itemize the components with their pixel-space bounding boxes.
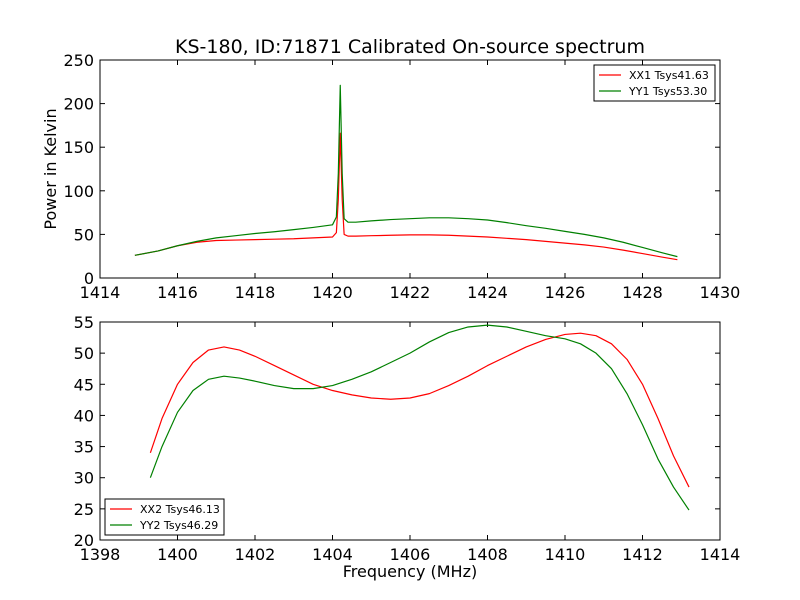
y-tick-label: 50 [74, 225, 94, 244]
series-line-2 [134, 84, 678, 258]
y-tick-label: 250 [63, 51, 94, 70]
x-tick-label: 1414 [700, 545, 741, 564]
y-tick-label: 45 [74, 375, 94, 394]
x-tick-label: 1430 [700, 283, 741, 302]
y-tick-label: 50 [74, 344, 94, 363]
x-tick-label: 1420 [312, 283, 353, 302]
legend-entry-label: YY2 Tsys46.29 [139, 519, 218, 532]
y-tick-label: 100 [63, 182, 94, 201]
y-axis-label: Power in Kelvin [41, 108, 60, 229]
x-tick-label: 1422 [390, 283, 431, 302]
bottom-panel: 1398 1400 1402 1404 1406 1408 1410 1412 1414 20 25… [74, 313, 741, 581]
x-tick-label: 1400 [157, 545, 198, 564]
legend-box [593, 64, 716, 102]
x-tick-label: 1404 [312, 545, 353, 564]
x-tick-label: 1412 [622, 545, 663, 564]
legend-entry-label: XX1 Tsys41.63 [629, 69, 709, 82]
y-tick-label: 20 [74, 531, 94, 550]
x-tick-label: 1426 [545, 283, 586, 302]
top-panel: 1414 1416 1418 1420 1422 1424 1426 1428 1430 0 50 1… [41, 51, 740, 302]
y-tick-label: 40 [74, 406, 94, 425]
x-tick-label: 1408 [467, 545, 508, 564]
y-tick-label: 0 [84, 269, 94, 288]
legend: XX1 Tsys41.63 YY1 Tsys53.30 [593, 64, 716, 102]
legend-box [104, 498, 225, 536]
legend-entry-label: YY1 Tsys53.30 [628, 85, 707, 98]
x-tick-label: 1410 [545, 545, 586, 564]
x-tick-label: 1402 [235, 545, 276, 564]
y-tick-label: 30 [74, 469, 94, 488]
x-tick-label: 1424 [467, 283, 508, 302]
y-tick-label: 35 [74, 438, 94, 457]
x-axis-label: Frequency (MHz) [343, 562, 477, 581]
legend: XX2 Tsys46.13 YY2 Tsys46.29 [104, 498, 225, 536]
series-line-1 [149, 332, 690, 488]
x-tick-label: 1418 [235, 283, 276, 302]
y-tick-label: 200 [63, 95, 94, 114]
legend-entry-label: XX2 Tsys46.13 [140, 503, 220, 516]
y-tick-label: 25 [74, 500, 94, 519]
series-group [149, 324, 690, 511]
series-line-2 [149, 324, 690, 511]
x-tick-label: 1416 [157, 283, 198, 302]
x-tick-label: 1414 [80, 283, 121, 302]
x-tick-label: 1398 [80, 545, 121, 564]
y-tick-label: 55 [74, 313, 94, 332]
x-tick-label: 1406 [390, 545, 431, 564]
series-line-1 [134, 132, 678, 261]
x-tick-label: 1428 [622, 283, 663, 302]
series-group [134, 84, 678, 261]
y-tick-label: 150 [63, 138, 94, 157]
chart-title: KS-180, ID:71871 Calibrated On-source sp… [175, 36, 645, 58]
